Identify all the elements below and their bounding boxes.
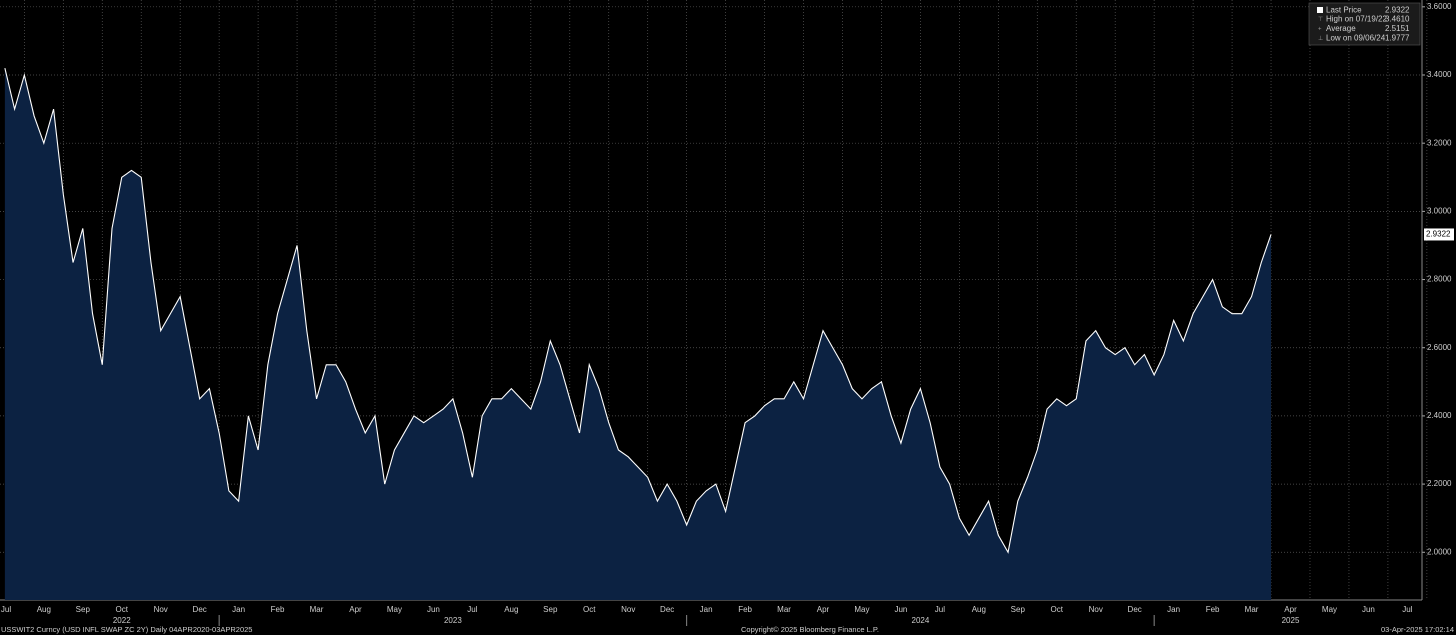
y-tick-label: 2.2000: [1427, 479, 1452, 488]
x-tick-label: Oct: [116, 605, 129, 614]
last-price-tag: [1424, 228, 1454, 241]
x-tick-label: Apr: [1284, 605, 1297, 614]
y-tick-label: 3.0000: [1427, 206, 1452, 215]
y-tick-label: 2.6000: [1427, 343, 1452, 352]
x-tick-label: Jun: [894, 605, 907, 614]
year-label: 2022: [113, 616, 131, 625]
legend-value: 1.9777: [1385, 34, 1410, 43]
footer-left: USSWIT2 Curncy (USD INFL SWAP ZC 2Y) Dai…: [1, 625, 252, 634]
year-label: 2024: [912, 616, 930, 625]
x-tick-label: Mar: [1245, 605, 1259, 614]
legend-box: [1308, 2, 1421, 46]
year-label: 2023: [444, 616, 462, 625]
legend-label: High on 07/19/22: [1326, 15, 1387, 24]
x-tick-label: Feb: [1206, 605, 1220, 614]
x-tick-label: Apr: [349, 605, 362, 614]
legend-swatch: [1317, 7, 1323, 13]
x-tick-label: May: [854, 605, 869, 614]
x-tick-label: Dec: [1128, 605, 1142, 614]
x-tick-label: Jan: [232, 605, 245, 614]
x-tick-label: May: [1322, 605, 1337, 614]
legend-label: Average: [1326, 24, 1356, 33]
last-price-label: 2.9322: [1426, 230, 1451, 239]
x-tick-label: Jul: [1402, 605, 1412, 614]
legend-icon: ⊤: [1318, 16, 1323, 23]
footer-right: 03-Apr-2025 17:02:14: [1381, 625, 1454, 634]
x-tick-label: Dec: [660, 605, 674, 614]
x-tick-label: Aug: [504, 605, 518, 614]
x-tick-label: Feb: [271, 605, 285, 614]
x-tick-label: Jan: [1167, 605, 1180, 614]
legend-value: 2.9322: [1385, 6, 1410, 15]
x-tick-label: Nov: [154, 605, 168, 614]
x-tick-label: Mar: [777, 605, 791, 614]
x-tick-label: Nov: [621, 605, 635, 614]
x-tick-label: Feb: [738, 605, 752, 614]
x-tick-label: Aug: [37, 605, 51, 614]
y-tick-label: 2.8000: [1427, 275, 1452, 284]
legend-icon: ⊥: [1318, 35, 1323, 42]
legend-icon: +: [1318, 27, 1322, 33]
x-tick-label: Jul: [935, 605, 945, 614]
x-tick-label: Jun: [1362, 605, 1375, 614]
area: [4, 68, 1272, 601]
x-tick-label: Aug: [972, 605, 986, 614]
y-tick-label: 2.0000: [1427, 547, 1452, 556]
x-tick-label: Oct: [583, 605, 596, 614]
legend-value: 3.4610: [1385, 15, 1410, 24]
x-tick-label: Sep: [543, 605, 558, 614]
x-tick-label: Jan: [700, 605, 713, 614]
x-tick-label: Sep: [1011, 605, 1026, 614]
legend-label: Low on 09/06/24: [1326, 34, 1386, 43]
x-tick-label: Jul: [1, 605, 11, 614]
legend-value: 2.5151: [1385, 24, 1410, 33]
x-tick-label: Jul: [467, 605, 477, 614]
footer-center: Copyright© 2025 Bloomberg Finance L.P.: [741, 625, 879, 634]
line: [4, 68, 1272, 554]
x-tick-label: Apr: [817, 605, 830, 614]
y-tick-label: 2.4000: [1427, 411, 1452, 420]
x-tick-label: Mar: [310, 605, 324, 614]
x-tick-label: Sep: [76, 605, 91, 614]
x-tick-label: May: [387, 605, 402, 614]
y-tick-label: 3.2000: [1427, 138, 1452, 147]
x-tick-label: Oct: [1051, 605, 1064, 614]
x-tick-label: Jun: [427, 605, 440, 614]
x-tick-label: Nov: [1089, 605, 1103, 614]
year-label: 2025: [1282, 616, 1300, 625]
x-tick-label: Dec: [193, 605, 207, 614]
y-tick-label: 3.6000: [1427, 2, 1452, 11]
y-tick-label: 3.4000: [1427, 70, 1452, 79]
legend-label: Last Price: [1326, 6, 1362, 15]
